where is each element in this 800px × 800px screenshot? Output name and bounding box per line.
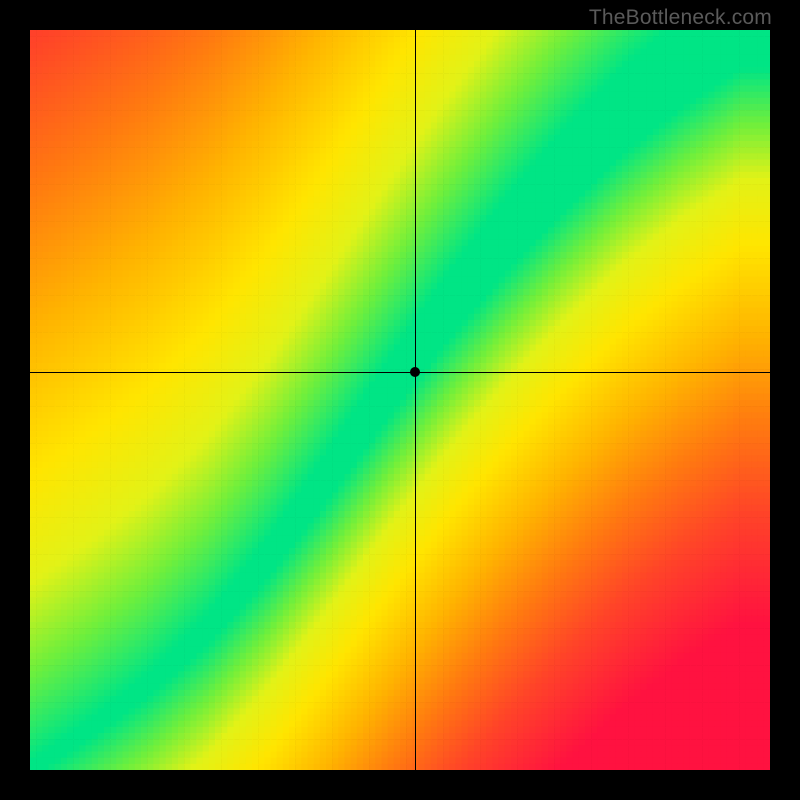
crosshair-vertical (415, 30, 416, 770)
watermark-text: TheBottleneck.com (589, 6, 772, 30)
heatmap-plot-area (30, 30, 770, 770)
crosshair-marker (410, 367, 420, 377)
heatmap-canvas (30, 30, 770, 770)
crosshair-horizontal (30, 372, 770, 373)
chart-frame: TheBottleneck.com (0, 0, 800, 800)
